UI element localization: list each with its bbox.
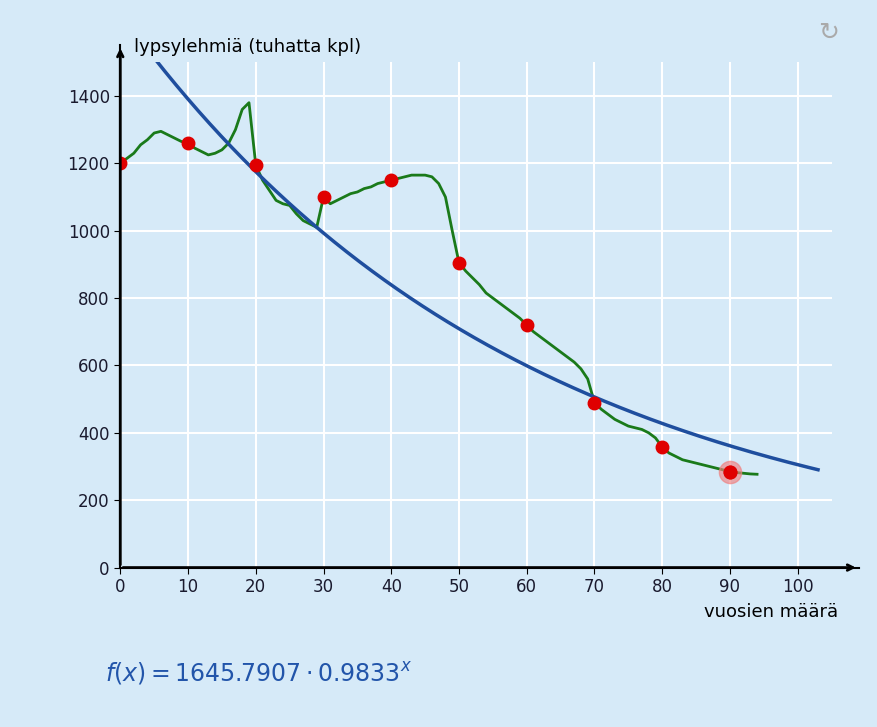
Text: lypsylehmiä (tuhatta kpl): lypsylehmiä (tuhatta kpl) — [134, 38, 361, 55]
Text: vuosien määrä: vuosien määrä — [704, 603, 838, 621]
Text: ↻: ↻ — [818, 20, 839, 45]
Text: $f(x) = 1645.7907 \cdot 0.9833^x$: $f(x) = 1645.7907 \cdot 0.9833^x$ — [105, 660, 412, 687]
